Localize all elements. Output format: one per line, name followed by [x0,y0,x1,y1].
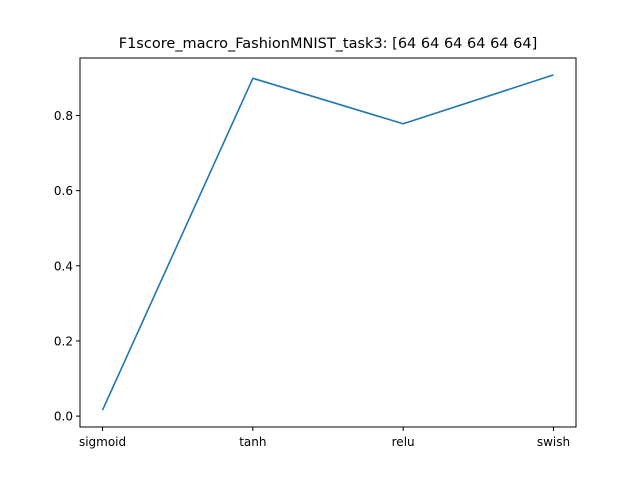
y-tick-label: 0.2 [54,334,73,348]
series-line [101,74,554,411]
x-tick-label: sigmoid [79,435,126,449]
y-tick-label: 0.8 [54,109,73,123]
y-tick-label: 0.6 [54,184,73,198]
x-tick-label: tanh [239,435,266,449]
x-tick-label: relu [392,435,415,449]
axes-frame [79,57,577,428]
y-tick-label: 0.4 [54,259,73,273]
chart-title: F1score_macro_FashionMNIST_task3: [64 64… [119,36,538,52]
y-tick-label: 0.0 [54,410,73,424]
plot-area: sigmoid tanh relu swish 0.0 0.2 0.4 0.6 0.8 [54,57,577,449]
x-tick-label: swish [537,435,570,449]
y-axis-ticks: 0.0 0.2 0.4 0.6 0.8 [54,109,80,424]
series-points [103,75,554,410]
x-axis-ticks: sigmoid tanh relu swish [79,427,570,449]
